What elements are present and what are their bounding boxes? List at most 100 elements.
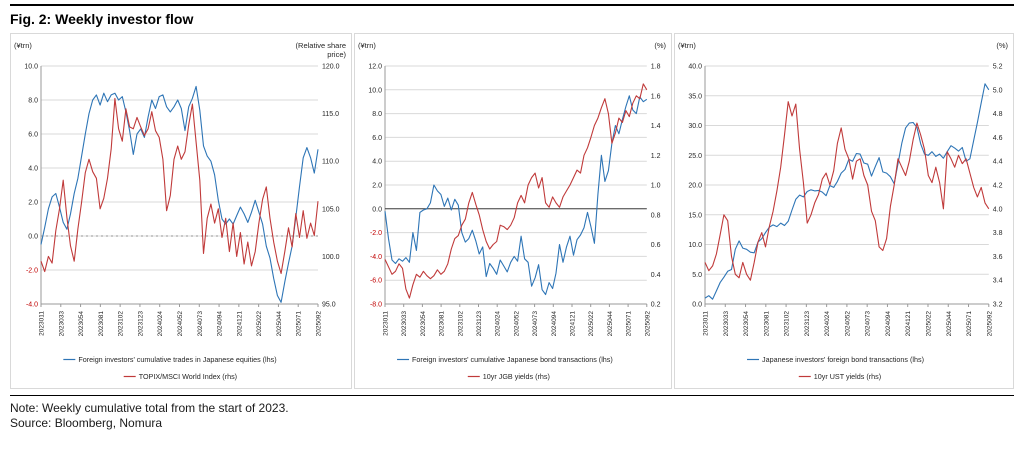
x-axis-tick-label: 2024024 (495, 311, 502, 337)
left-axis-tick-label: 0.0 (372, 206, 382, 213)
x-axis-tick-label: 2025092 (316, 311, 323, 337)
left-axis-tick-label: -6.0 (370, 278, 382, 285)
left-axis-tick-label: 8.0 (28, 98, 38, 105)
left-axis-tick-label: 10.0 (24, 64, 38, 71)
right-axis-tick-label: 0.6 (651, 242, 661, 249)
series-line-blue (704, 83, 990, 300)
x-axis-tick-label: 2023054 (743, 311, 750, 337)
x-axis-tick-label: 2024121 (236, 311, 243, 337)
right-axis-tick-label: 105.0 (322, 206, 340, 213)
left-axis-tick-label: 6.0 (372, 135, 382, 142)
right-axis-tick-label: 0.4 (651, 272, 661, 279)
x-axis-tick-label: 2023033 (58, 311, 65, 337)
x-axis-tick-label: 2025044 (276, 311, 283, 337)
right-axis-tick-label: 3.4 (993, 278, 1003, 285)
x-axis-tick-label: 2024024 (157, 311, 164, 337)
x-axis-tick-label: 2023102 (118, 311, 125, 337)
right-axis-tick-label: 5.0 (993, 87, 1003, 94)
left-axis-tick-label: -4.0 (370, 254, 382, 261)
left-axis-tick-label: 12.0 (368, 64, 382, 71)
line-chart-foreign-bond-flow: (¥trn) (%) 40.0 35.0 30.0 25.0 20.0 15.0 10.0 5.0… (678, 41, 1008, 381)
chart-panel-jgb: (¥trn) (%) 12.0 10.0 8.0 6.0 4.0 2.0 0.0 -2.0 -4.0… (354, 33, 672, 389)
left-axis-tick-label: 10.0 (368, 87, 382, 94)
legend-label: Japanese investors' foreign bond transac… (762, 355, 924, 364)
left-axis-tick-label: 2.0 (28, 200, 38, 207)
x-axis-tick-label: 2023081 (439, 311, 446, 337)
x-axis-tick-label: 2024094 (885, 311, 892, 337)
left-axis-tick-label: 15.0 (688, 212, 702, 219)
left-axis-unit: (¥trn) (678, 41, 696, 50)
left-axis-tick-label: 0.0 (692, 302, 702, 309)
right-axis-tick-label: 3.2 (993, 302, 1003, 309)
right-axis-tick-label: 4.4 (993, 159, 1003, 166)
left-axis-tick-label: 0.0 (28, 234, 38, 241)
series-line-red (704, 101, 990, 281)
left-axis-tick-label: -8.0 (370, 302, 382, 309)
x-axis-tick-label: 2025044 (607, 311, 614, 337)
x-axis-tick-label: 2024094 (217, 311, 224, 337)
right-axis-tick-label: 0.8 (651, 212, 661, 219)
top-rule (10, 4, 1014, 6)
series-line-blue (384, 95, 648, 296)
right-axis-tick-label: 4.0 (993, 206, 1003, 213)
right-axis-unit: price) (327, 50, 346, 59)
left-axis-tick-label: 30.0 (688, 123, 702, 130)
right-axis-tick-label: 1.6 (651, 93, 661, 100)
left-axis-unit: (¥trn) (358, 41, 376, 50)
x-axis-tick-label: 2023033 (723, 311, 730, 337)
x-axis-tick-label: 2025044 (946, 311, 953, 337)
legend-label: Foreign investors' cumulative Japanese b… (412, 355, 613, 364)
figure-title: Fig. 2: Weekly investor flow (10, 11, 194, 27)
x-axis-tick-label: 2024094 (551, 311, 558, 337)
right-axis-tick-label: 1.4 (651, 123, 661, 130)
left-axis-tick-label: -2.0 (370, 230, 382, 237)
x-axis-tick-label: 2023011 (383, 311, 390, 336)
x-axis-tick-label: 2024121 (905, 311, 912, 337)
right-axis-tick-label: 3.8 (993, 230, 1003, 237)
chart-panel-equities: (¥trn) (Relative share price) 10.0 8.0 6.0 4.0… (10, 33, 352, 389)
left-axis-tick-label: 2.0 (372, 183, 382, 190)
right-axis-tick-label: 4.2 (993, 183, 1003, 190)
right-axis-tick-label: 4.6 (993, 135, 1003, 142)
right-axis-tick-label: 120.0 (322, 64, 340, 71)
legend-label: TOPIX/MSCI World Index (rhs) (139, 372, 237, 381)
left-axis-tick-label: 4.0 (28, 166, 38, 173)
line-chart-japan-bond-flow: (¥trn) (%) 12.0 10.0 8.0 6.0 4.0 2.0 0.0 -2.0 -4.0… (358, 41, 666, 381)
left-axis-tick-label: -2.0 (26, 268, 38, 275)
series-line-red (384, 83, 648, 299)
left-axis-tick-label: 8.0 (372, 111, 382, 118)
right-axis-unit: (%) (996, 41, 1008, 50)
x-axis-tick-label: 2023054 (420, 311, 427, 337)
right-axis-tick-label: 5.2 (993, 64, 1003, 71)
x-axis-tick-label: 2025071 (966, 311, 973, 337)
x-axis-tick-label: 2025092 (644, 311, 651, 337)
x-axis-tick-label: 2024073 (532, 311, 539, 337)
left-axis-tick-label: 10.0 (688, 242, 702, 249)
x-axis-tick-label: 2023123 (804, 311, 811, 337)
x-axis-tick-label: 2025022 (256, 311, 263, 337)
x-axis-tick-label: 2023011 (39, 311, 46, 336)
charts-row: (¥trn) (Relative share price) 10.0 8.0 6.0 4.0… (10, 33, 1014, 389)
x-axis-tick-label: 2023081 (98, 311, 105, 337)
right-axis-tick-label: 100.0 (322, 254, 340, 261)
left-axis-tick-label: -4.0 (26, 302, 38, 309)
right-axis-tick-label: 3.6 (993, 254, 1003, 261)
right-axis-tick-label: 0.2 (651, 302, 661, 309)
left-axis-tick-label: 5.0 (692, 272, 702, 279)
right-axis-unit: (%) (654, 41, 666, 50)
right-axis-tick-label: 4.8 (993, 111, 1003, 118)
x-axis-tick-label: 2023054 (78, 311, 85, 337)
x-axis-tick-label: 2024073 (865, 311, 872, 337)
right-axis-tick-label: 95.0 (322, 302, 336, 309)
left-axis-unit: (¥trn) (14, 41, 32, 50)
x-axis-tick-label: 2024073 (197, 311, 204, 337)
left-axis-tick-label: 6.0 (28, 132, 38, 139)
left-axis-tick-label: 40.0 (688, 64, 702, 71)
right-axis-tick-label: 1.8 (651, 64, 661, 71)
left-axis-tick-label: 20.0 (688, 183, 702, 190)
x-axis-tick-label: 2023081 (763, 311, 770, 337)
right-axis-tick-label: 1.2 (651, 153, 661, 160)
x-axis-tick-label: 2023033 (401, 311, 408, 337)
x-axis-tick-label: 2023102 (784, 311, 791, 337)
